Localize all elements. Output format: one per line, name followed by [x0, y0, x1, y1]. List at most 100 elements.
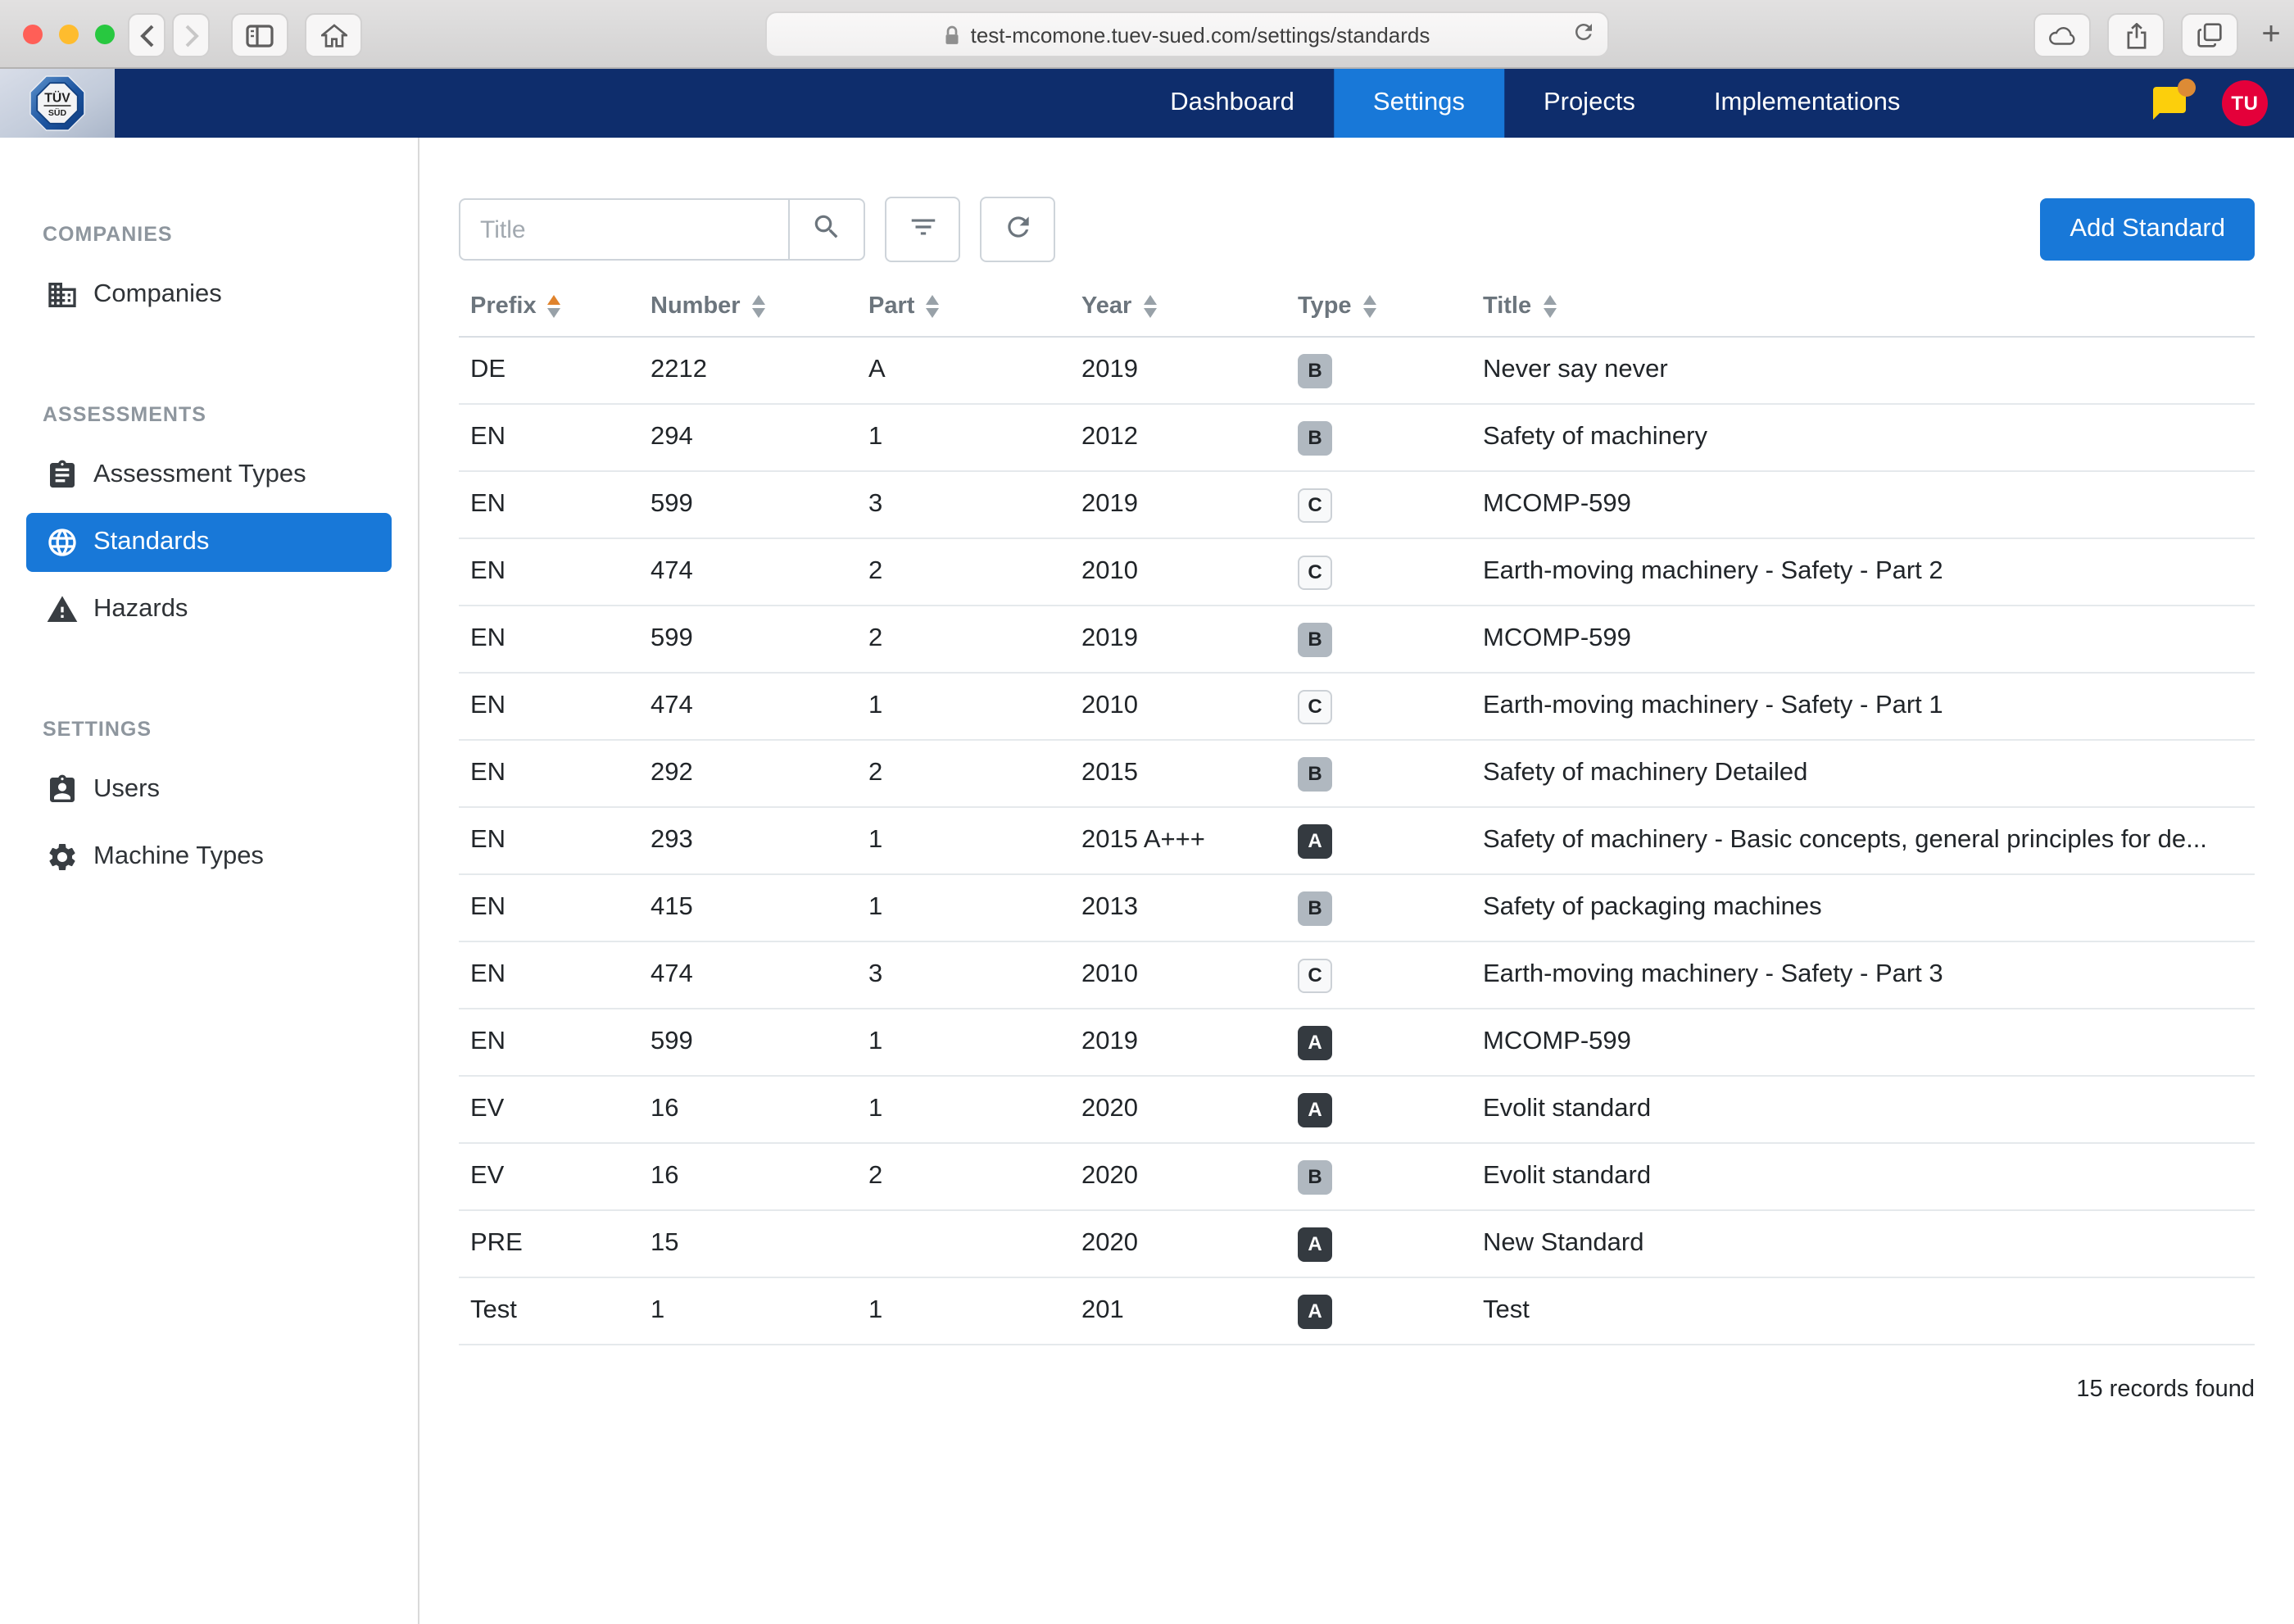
close-window-button[interactable] [23, 25, 43, 44]
back-button[interactable] [128, 13, 165, 57]
column-header-title[interactable]: Title [1483, 293, 2255, 320]
sort-arrows-icon [1143, 294, 1157, 319]
cell-prefix: DE [470, 356, 506, 383]
forward-button[interactable] [172, 13, 210, 57]
table-row[interactable]: EN 474 3 2010 C Earth-moving machinery - Safe… [459, 942, 2255, 1009]
table-row[interactable]: EN 292 2 2015 B Safety of machinery Detailed [459, 741, 2255, 808]
sort-arrows-icon [547, 294, 561, 319]
clipboard-icon [46, 459, 79, 492]
table-row[interactable]: DE 2212 A 2019 B Never say never [459, 338, 2255, 405]
home-button[interactable] [305, 13, 362, 57]
sidebar-toggle-button[interactable] [231, 13, 288, 57]
table-row[interactable]: EN 293 1 2015 A+++ A Safety of machinery - Ba… [459, 808, 2255, 875]
search-icon [811, 211, 842, 247]
cell-year: 201 [1081, 1296, 1124, 1324]
tab-overview-button[interactable] [2181, 13, 2238, 57]
search-button[interactable] [788, 200, 864, 259]
cell-part: 3 [868, 490, 883, 518]
sidebar-item-standards[interactable]: Standards [26, 513, 392, 572]
sidebar-item-assessment-types[interactable]: Assessment Types [26, 446, 392, 505]
notifications-button[interactable] [2150, 79, 2196, 123]
title-search-input[interactable] [460, 200, 788, 259]
table-row[interactable]: EN 599 1 2019 A MCOMP-599 [459, 1009, 2255, 1077]
sidebar-section-companies: COMPANIES Companies [0, 223, 418, 324]
cell-type: C [1298, 488, 1483, 522]
cell-prefix: EN [470, 960, 506, 988]
tab-projects[interactable]: Projects [1543, 88, 1635, 116]
share-button[interactable] [2107, 13, 2165, 57]
reload-icon[interactable] [1571, 20, 1596, 49]
sidebar-item-hazards[interactable]: Hazards [26, 580, 392, 639]
zoom-window-button[interactable] [95, 25, 115, 44]
cell-type: A [1298, 1092, 1483, 1127]
tuv-sud-logo: TÜV SÜD [0, 69, 115, 138]
chevron-right-icon [181, 24, 201, 47]
add-standard-button[interactable]: Add Standard [2040, 198, 2255, 261]
sidebar-section-title: SETTINGS [43, 718, 152, 741]
type-badge: A [1298, 1227, 1332, 1261]
filter-button[interactable] [885, 197, 960, 262]
column-label: Prefix [470, 293, 537, 320]
user-avatar[interactable]: TU [2222, 80, 2268, 126]
table-row[interactable]: Test 1 1 201 A Test [459, 1278, 2255, 1345]
refresh-button[interactable] [980, 197, 1055, 262]
cell-prefix: EN [470, 423, 506, 451]
primary-nav: Dashboard Settings Projects Implementations [1131, 69, 1939, 138]
cell-part: 3 [868, 960, 883, 988]
minimize-window-button[interactable] [59, 25, 79, 44]
table-row[interactable]: EN 599 2 2019 B MCOMP-599 [459, 606, 2255, 674]
type-badge: A [1298, 1294, 1332, 1328]
column-header-year[interactable]: Year [1081, 293, 1298, 320]
column-header-type[interactable]: Type [1298, 293, 1483, 320]
cell-title: Evolit standard [1483, 1095, 1652, 1123]
type-badge: A [1298, 1092, 1332, 1127]
table-header-row: Prefix Number Part Year Type Title [459, 277, 2255, 338]
cell-number: 474 [651, 960, 693, 988]
cell-number: 293 [651, 826, 693, 854]
cell-part: 1 [868, 826, 883, 854]
cell-title: Earth-moving machinery - Safety - Part 2 [1483, 557, 1943, 585]
table-row[interactable]: PRE 15 2020 A New Standard [459, 1211, 2255, 1278]
table-row[interactable]: EV 16 1 2020 A Evolit standard [459, 1077, 2255, 1144]
filter-icon [907, 211, 938, 247]
table-row[interactable]: EN 415 1 2013 B Safety of packaging machines [459, 875, 2255, 942]
cell-type: A [1298, 823, 1483, 858]
cell-type: B [1298, 756, 1483, 791]
records-count: 15 records found [2076, 1377, 2255, 1403]
tab-dashboard[interactable]: Dashboard [1170, 88, 1294, 116]
table-row[interactable]: EN 599 3 2019 C MCOMP-599 [459, 472, 2255, 539]
new-tab-button[interactable]: + [2261, 16, 2281, 52]
table-row[interactable]: EN 474 1 2010 C Earth-moving machinery - Safe… [459, 674, 2255, 741]
table-row[interactable]: EV 16 2 2020 B Evolit standard [459, 1144, 2255, 1211]
cell-year: 2012 [1081, 423, 1138, 451]
column-header-part[interactable]: Part [868, 293, 1081, 320]
cell-number: 474 [651, 692, 693, 719]
column-header-number[interactable]: Number [651, 293, 868, 320]
cell-year: 2020 [1081, 1229, 1138, 1257]
cell-title: Earth-moving machinery - Safety - Part 1 [1483, 692, 1943, 719]
column-header-prefix[interactable]: Prefix [470, 293, 651, 320]
cell-number: 599 [651, 1027, 693, 1055]
standards-table: Prefix Number Part Year Type Title DE 2212 A 201… [459, 277, 2255, 1345]
sidebar-item-users[interactable]: Users [26, 760, 392, 819]
cell-part: 2 [868, 759, 883, 787]
svg-text:SÜD: SÜD [48, 107, 67, 118]
cell-part: 1 [868, 1027, 883, 1055]
cell-title: Safety of machinery [1483, 423, 1707, 451]
sort-arrows-icon [751, 294, 765, 319]
icloud-button[interactable] [2033, 13, 2091, 57]
tab-implementations[interactable]: Implementations [1713, 88, 1901, 116]
cell-number: 474 [651, 557, 693, 585]
sidebar-item-machine-types[interactable]: Machine Types [26, 828, 392, 887]
type-badge: C [1298, 488, 1332, 522]
tab-settings[interactable]: Settings [1333, 69, 1504, 138]
sort-arrows-icon [1543, 294, 1557, 319]
sidebar-item-companies[interactable]: Companies [26, 265, 392, 324]
content-area: Add Standard Prefix Number Part Year Type Tit… [419, 138, 2294, 1624]
warning-icon [46, 593, 79, 626]
address-bar[interactable]: test-mcomone.tuev-sued.com/settings/stan… [765, 11, 1609, 57]
cell-number: 292 [651, 759, 693, 787]
table-row[interactable]: EN 474 2 2010 C Earth-moving machinery - Safe… [459, 539, 2255, 606]
cell-title: Safety of packaging machines [1483, 893, 1822, 921]
table-row[interactable]: EN 294 1 2012 B Safety of machinery [459, 405, 2255, 472]
